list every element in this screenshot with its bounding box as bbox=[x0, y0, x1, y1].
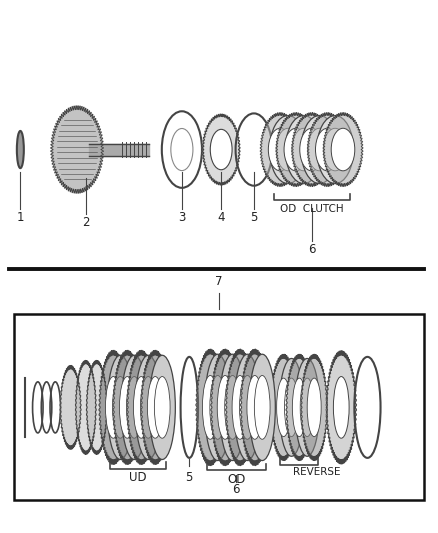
Ellipse shape bbox=[232, 375, 248, 439]
Ellipse shape bbox=[205, 354, 231, 461]
Text: 1: 1 bbox=[17, 211, 24, 224]
Text: OD  CLUTCH: OD CLUTCH bbox=[280, 204, 344, 214]
Ellipse shape bbox=[286, 116, 322, 183]
Ellipse shape bbox=[323, 128, 347, 171]
Polygon shape bbox=[276, 112, 316, 187]
Polygon shape bbox=[307, 112, 347, 187]
Ellipse shape bbox=[249, 354, 276, 461]
Ellipse shape bbox=[225, 375, 240, 439]
Text: OD: OD bbox=[227, 473, 245, 486]
Ellipse shape bbox=[307, 128, 331, 171]
Polygon shape bbox=[51, 106, 103, 193]
Text: 3: 3 bbox=[178, 211, 186, 224]
Ellipse shape bbox=[121, 356, 148, 459]
Polygon shape bbox=[292, 112, 332, 187]
Text: UD: UD bbox=[129, 471, 147, 484]
Polygon shape bbox=[99, 350, 128, 465]
Ellipse shape bbox=[134, 376, 149, 438]
Ellipse shape bbox=[135, 356, 161, 459]
Ellipse shape bbox=[154, 376, 170, 438]
Polygon shape bbox=[202, 114, 240, 185]
Text: 5: 5 bbox=[186, 471, 193, 484]
Ellipse shape bbox=[148, 376, 163, 438]
Polygon shape bbox=[75, 360, 96, 455]
Text: 5: 5 bbox=[250, 211, 258, 224]
Ellipse shape bbox=[301, 116, 338, 183]
Polygon shape bbox=[301, 354, 328, 461]
Polygon shape bbox=[127, 350, 155, 465]
Ellipse shape bbox=[17, 131, 24, 168]
Ellipse shape bbox=[276, 128, 300, 171]
Polygon shape bbox=[211, 349, 240, 466]
Polygon shape bbox=[113, 350, 141, 465]
Ellipse shape bbox=[234, 354, 261, 461]
FancyBboxPatch shape bbox=[14, 314, 424, 500]
Polygon shape bbox=[141, 350, 170, 465]
Text: 6: 6 bbox=[308, 243, 316, 256]
Polygon shape bbox=[226, 349, 254, 466]
Ellipse shape bbox=[279, 359, 304, 456]
Ellipse shape bbox=[202, 375, 218, 439]
Ellipse shape bbox=[113, 376, 128, 438]
Polygon shape bbox=[86, 360, 107, 455]
Ellipse shape bbox=[292, 128, 315, 171]
Ellipse shape bbox=[284, 128, 307, 171]
Ellipse shape bbox=[307, 378, 321, 437]
Ellipse shape bbox=[219, 354, 246, 461]
Polygon shape bbox=[240, 349, 269, 466]
Ellipse shape bbox=[210, 375, 226, 439]
Text: 7: 7 bbox=[215, 275, 223, 288]
Ellipse shape bbox=[333, 376, 349, 438]
Ellipse shape bbox=[331, 128, 355, 171]
Ellipse shape bbox=[217, 375, 233, 439]
Ellipse shape bbox=[315, 128, 339, 171]
Ellipse shape bbox=[292, 378, 306, 437]
Text: 4: 4 bbox=[217, 211, 225, 224]
Ellipse shape bbox=[270, 116, 306, 183]
Ellipse shape bbox=[268, 128, 292, 171]
Ellipse shape bbox=[106, 376, 121, 438]
Ellipse shape bbox=[127, 376, 142, 438]
Ellipse shape bbox=[120, 376, 135, 438]
Polygon shape bbox=[196, 349, 225, 466]
Text: 6: 6 bbox=[233, 483, 240, 496]
Ellipse shape bbox=[247, 375, 263, 439]
Ellipse shape bbox=[295, 359, 319, 456]
Ellipse shape bbox=[254, 375, 270, 439]
Polygon shape bbox=[323, 112, 363, 187]
Ellipse shape bbox=[285, 378, 298, 437]
Text: 2: 2 bbox=[82, 216, 90, 229]
Ellipse shape bbox=[300, 128, 323, 171]
Ellipse shape bbox=[240, 375, 255, 439]
Polygon shape bbox=[286, 354, 313, 461]
Polygon shape bbox=[270, 354, 297, 461]
Ellipse shape bbox=[149, 356, 175, 459]
Ellipse shape bbox=[141, 376, 156, 438]
Ellipse shape bbox=[210, 130, 232, 169]
Ellipse shape bbox=[107, 356, 134, 459]
Ellipse shape bbox=[317, 116, 353, 183]
Ellipse shape bbox=[277, 378, 290, 437]
Polygon shape bbox=[60, 366, 81, 449]
Polygon shape bbox=[260, 112, 300, 187]
Polygon shape bbox=[326, 351, 357, 464]
Ellipse shape bbox=[300, 378, 314, 437]
Text: REVERSE: REVERSE bbox=[293, 467, 340, 478]
